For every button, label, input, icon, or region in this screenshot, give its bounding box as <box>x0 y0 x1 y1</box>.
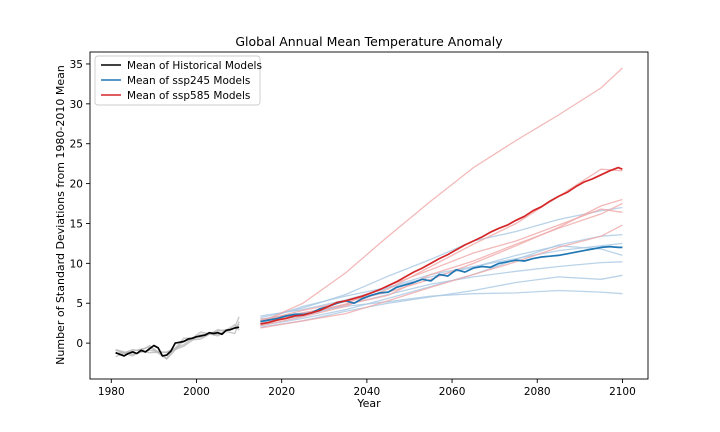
x-tick-label-2080: 2080 <box>524 386 551 398</box>
series-line-ssp245 <box>260 245 623 323</box>
x-tick-label-2100: 2100 <box>609 386 636 398</box>
legend-label-historical: Mean of Historical Models <box>127 60 262 72</box>
chart-title: Global Annual Mean Temperature Anomaly <box>235 34 503 49</box>
ensemble-line-ssp245-4 <box>260 274 623 328</box>
ensemble-line-ssp245-10 <box>260 245 623 317</box>
legend: Mean of Historical Models Mean of ssp245… <box>94 55 262 106</box>
x-axis-label: Year <box>356 397 381 410</box>
x-tick-label-2040: 2040 <box>354 386 381 398</box>
y-tick-label-5: 5 <box>76 298 83 310</box>
x-tick-label-2020: 2020 <box>268 386 295 398</box>
x-tick-label-1980: 1980 <box>98 386 125 398</box>
y-tick-label-35: 35 <box>70 59 83 71</box>
y-axis-label: Number of Standard Deviations from 1980-… <box>54 65 67 365</box>
plot-area-frame <box>89 51 649 380</box>
mean-lines <box>115 166 623 357</box>
y-tick-label-25: 25 <box>70 139 83 151</box>
ensemble-line-ssp585-11 <box>260 67 623 323</box>
ensemble-line-historical-1 <box>115 323 240 358</box>
ensemble-line-ssp585-15 <box>260 224 623 329</box>
y-tick-label-10: 10 <box>70 258 83 270</box>
y-tick-label-30: 30 <box>70 99 83 111</box>
legend-box <box>94 55 261 106</box>
legend-label-ssp245: Mean of ssp245 Models <box>127 75 250 87</box>
y-tick-label-20: 20 <box>70 179 83 191</box>
x-tick-label-2000: 2000 <box>183 386 210 398</box>
x-axis: 1980 2000 2020 2040 2060 2080 2100 <box>98 379 636 398</box>
ensemble-line-ssp245-8 <box>260 242 623 322</box>
ensemble-line-historical-3 <box>115 316 240 355</box>
series-line-historical <box>115 326 240 357</box>
x-tick-label-2060: 2060 <box>439 386 466 398</box>
ensemble-line-ssp245-7 <box>260 206 623 319</box>
y-axis: 0 5 10 15 20 25 30 35 <box>70 59 90 350</box>
series-line-ssp585 <box>260 166 623 325</box>
y-tick-label-15: 15 <box>70 218 83 230</box>
ensemble-member-lines <box>115 67 623 360</box>
y-tick-label-0: 0 <box>76 338 83 350</box>
legend-label-ssp585: Mean of ssp585 Models <box>127 90 250 102</box>
ensemble-line-ssp585-12 <box>260 168 623 327</box>
ensemble-line-ssp585-16 <box>260 198 623 322</box>
